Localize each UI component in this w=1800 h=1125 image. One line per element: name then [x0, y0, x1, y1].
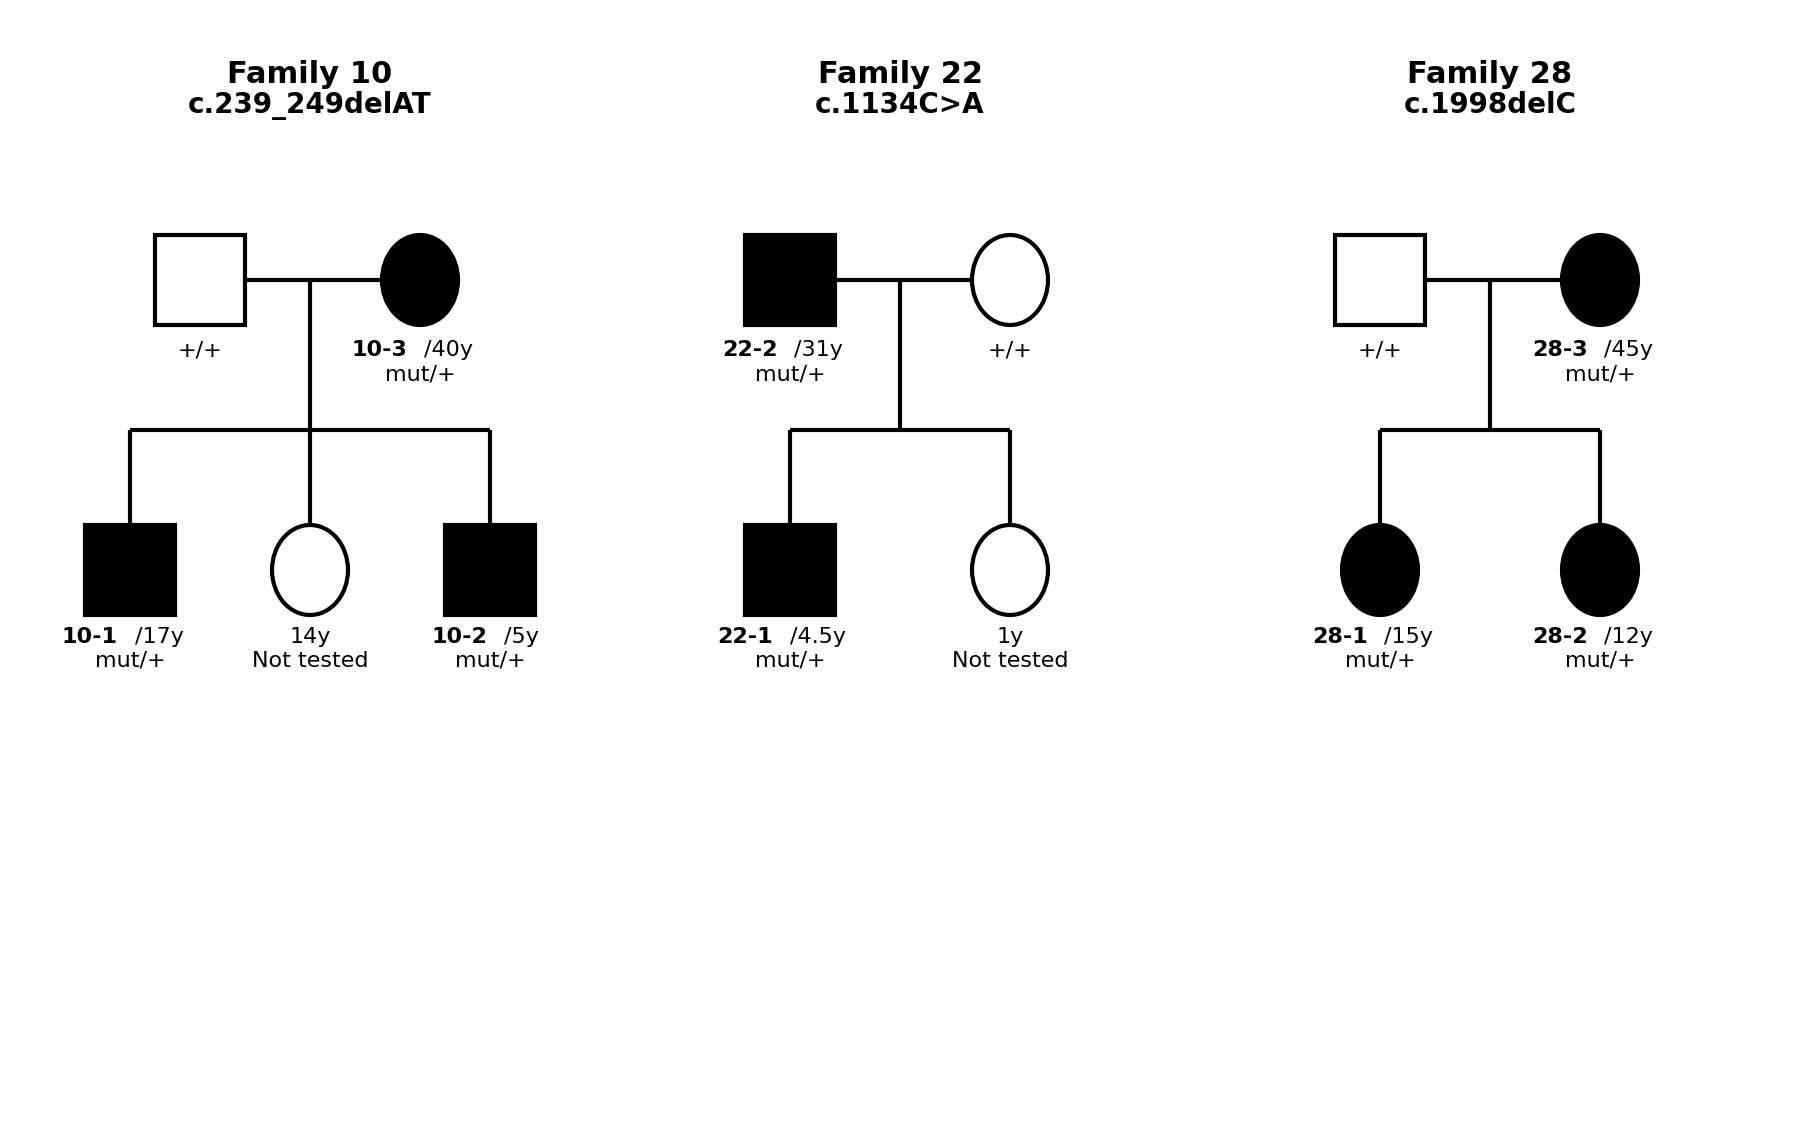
- Text: 10-3/40y: 10-3/40y: [365, 340, 475, 360]
- Text: 22-1/4.5y: 22-1/4.5y: [731, 627, 848, 647]
- Text: /31y: /31y: [794, 340, 842, 360]
- Ellipse shape: [972, 235, 1048, 325]
- Text: mut/+: mut/+: [754, 651, 826, 670]
- Text: 28-3/45y: 28-3/45y: [1546, 340, 1654, 360]
- Ellipse shape: [272, 525, 347, 615]
- Text: Family 22: Family 22: [817, 60, 983, 89]
- Text: 10-1: 10-1: [61, 627, 117, 647]
- Text: 22-2/31y: 22-2/31y: [736, 340, 844, 360]
- Text: +/+: +/+: [1357, 340, 1402, 360]
- Text: /45y: /45y: [1604, 340, 1654, 360]
- Text: 28-3: 28-3: [1532, 340, 1588, 360]
- Text: mut/+: mut/+: [95, 651, 166, 670]
- Text: /5y: /5y: [504, 627, 538, 647]
- Text: mut/+: mut/+: [1564, 651, 1636, 670]
- Text: 22-2: 22-2: [722, 340, 778, 360]
- Text: 28-2: 28-2: [1532, 627, 1588, 647]
- Bar: [1336, 235, 1426, 325]
- Text: 22-1: 22-1: [718, 627, 774, 647]
- Text: 1y: 1y: [997, 627, 1024, 647]
- Text: 28-2/12y: 28-2/12y: [1546, 627, 1654, 647]
- Text: 28-1/15y: 28-1/15y: [1325, 627, 1435, 647]
- Text: /12y: /12y: [1604, 627, 1652, 647]
- Text: /40y: /40y: [425, 340, 473, 360]
- Text: 28-1: 28-1: [1312, 627, 1368, 647]
- Ellipse shape: [1562, 235, 1638, 325]
- Text: /17y: /17y: [135, 627, 184, 647]
- Text: mut/+: mut/+: [754, 364, 826, 384]
- Text: mut/+: mut/+: [1564, 364, 1636, 384]
- Text: Family 28: Family 28: [1408, 60, 1573, 89]
- Text: c.1134C>A: c.1134C>A: [815, 91, 985, 119]
- Text: mut/+: mut/+: [1345, 651, 1415, 670]
- Ellipse shape: [382, 235, 457, 325]
- Text: mut/+: mut/+: [385, 364, 455, 384]
- Bar: [445, 525, 535, 615]
- Text: +/+: +/+: [988, 340, 1033, 360]
- Text: mut/+: mut/+: [455, 651, 526, 670]
- Text: c.239_249delAT: c.239_249delAT: [189, 91, 432, 119]
- Text: 10-2: 10-2: [430, 627, 488, 647]
- Text: Not tested: Not tested: [952, 651, 1067, 670]
- Text: Not tested: Not tested: [252, 651, 369, 670]
- Text: 10-3: 10-3: [351, 340, 409, 360]
- Text: 10-1/17y: 10-1/17y: [76, 627, 185, 647]
- Ellipse shape: [1562, 525, 1638, 615]
- Text: 10-2/5y: 10-2/5y: [443, 627, 536, 647]
- Text: +/+: +/+: [178, 340, 223, 360]
- Ellipse shape: [1343, 525, 1418, 615]
- Text: Family 10: Family 10: [227, 60, 392, 89]
- Bar: [745, 235, 835, 325]
- Bar: [155, 235, 245, 325]
- Text: c.1998delC: c.1998delC: [1404, 91, 1577, 119]
- Ellipse shape: [972, 525, 1048, 615]
- Bar: [85, 525, 175, 615]
- Text: 14y: 14y: [290, 627, 331, 647]
- Bar: [745, 525, 835, 615]
- Text: /4.5y: /4.5y: [790, 627, 846, 647]
- Text: /15y: /15y: [1384, 627, 1433, 647]
